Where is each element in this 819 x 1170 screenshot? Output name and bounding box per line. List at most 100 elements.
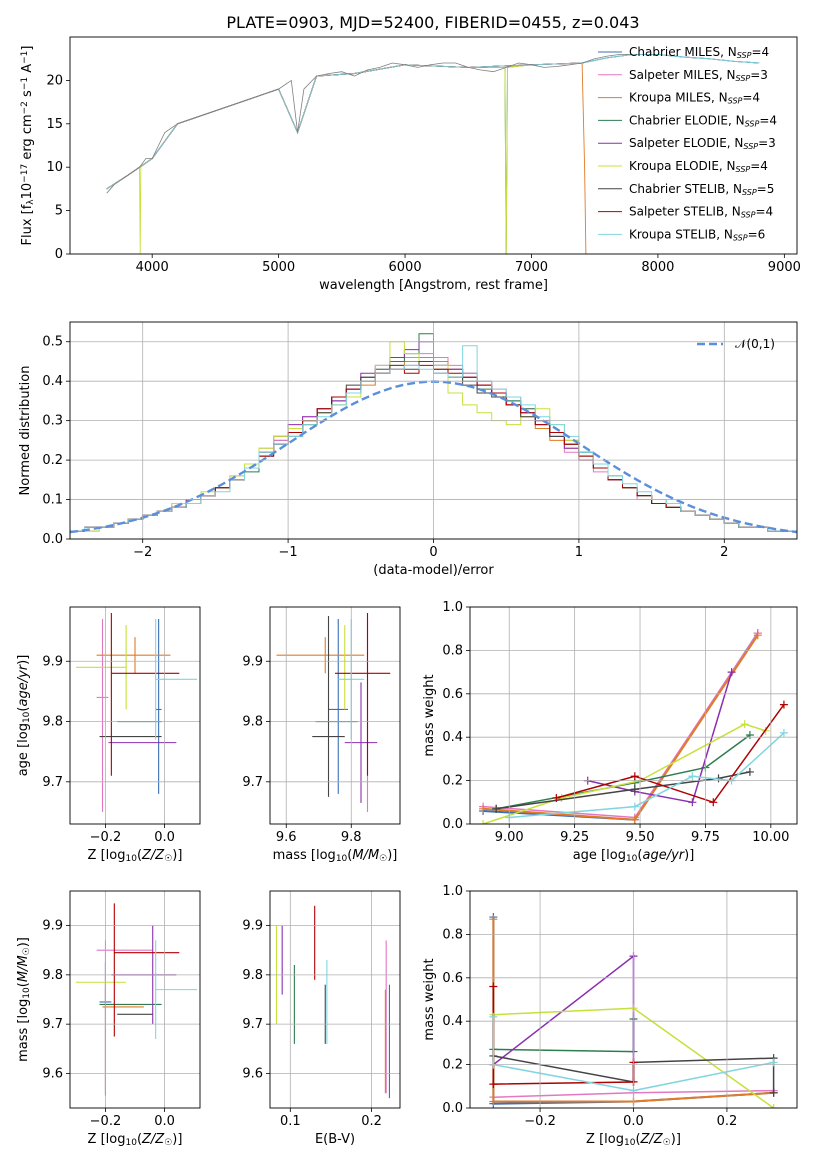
weight-point-marker bbox=[769, 1058, 778, 1067]
y-tick-label: 9.9 bbox=[42, 919, 63, 934]
y-tick-label: 0.2 bbox=[42, 453, 63, 468]
y-axis-label: mass weight bbox=[422, 958, 437, 1040]
legend-label: Kroupa MILES, NSSP=4 bbox=[629, 91, 760, 106]
axes-frame bbox=[69, 890, 201, 1109]
x-tick-label: 0.0 bbox=[154, 1114, 175, 1129]
axes-frame bbox=[469, 890, 798, 1109]
x-tick-label: 1 bbox=[575, 545, 583, 560]
legend-label: Salpeter ELODIE, NSSP=3 bbox=[629, 136, 776, 151]
panel-mass-vs-Z: −0.2 0.0 9.6 9.7 9.8 9.9 Z [log10(Z/Z☉)] mass [… bbox=[16, 890, 201, 1148]
y-axis-label: Normed distribution bbox=[18, 366, 33, 496]
y-axis-label: Flux [fλ10−17 erg cm−2 s−1 A−1] bbox=[20, 46, 36, 246]
weight-series-line bbox=[556, 704, 785, 804]
spectrum-series-line bbox=[106, 62, 583, 190]
legend-label: Chabrier STELIB, NSSP=5 bbox=[629, 182, 774, 197]
x-tick-label: 2 bbox=[720, 545, 728, 560]
y-tick-label: 0.0 bbox=[42, 532, 63, 547]
y-tick-label: 0.2 bbox=[442, 774, 463, 789]
plot-area bbox=[75, 903, 198, 1096]
axes-frame bbox=[269, 606, 401, 825]
x-tick-label: −0.2 bbox=[524, 1114, 556, 1129]
y-tick-label: 9.8 bbox=[242, 968, 263, 983]
x-axis-label: (data-model)/error bbox=[373, 563, 494, 578]
plot-area bbox=[479, 629, 788, 824]
weight-series-line bbox=[496, 734, 751, 810]
weight-point-marker bbox=[753, 631, 762, 640]
y-tick-label: 9.8 bbox=[242, 715, 263, 730]
x-tick-label: 0 bbox=[429, 545, 437, 560]
weight-point-marker bbox=[630, 772, 639, 781]
y-tick-label: 0.0 bbox=[442, 817, 463, 832]
spectrum-series-line bbox=[106, 64, 532, 254]
x-tick-label: 0.2 bbox=[361, 1114, 382, 1129]
axes-frame bbox=[269, 890, 401, 1109]
x-tick-label: 9.75 bbox=[691, 830, 720, 845]
y-tick-label: 0.0 bbox=[442, 1101, 463, 1116]
x-tick-label: 9000 bbox=[768, 260, 801, 275]
y-tick-label: 20 bbox=[46, 73, 63, 88]
weight-point-marker bbox=[745, 767, 754, 776]
figure-title: PLATE=0903, MJD=52400, FIBERID=0455, z=0… bbox=[226, 13, 639, 32]
weight-point-marker bbox=[489, 1080, 498, 1089]
y-tick-label: 9.7 bbox=[242, 775, 263, 790]
y-axis-label: age [log10(age/yr)] bbox=[16, 655, 32, 777]
legend-label: Kroupa STELIB, NSSP=6 bbox=[629, 227, 765, 242]
weight-point-marker bbox=[688, 798, 697, 807]
spectrum-series-line bbox=[106, 64, 532, 254]
x-tick-label: −0.2 bbox=[90, 830, 122, 845]
legend-label: Chabrier MILES, NSSP=4 bbox=[629, 45, 769, 60]
panel-spectrum: 4000 5000 6000 7000 8000 9000 0 5 10 15 20 Chabrier… bbox=[20, 36, 801, 293]
y-tick-label: 0.1 bbox=[42, 493, 63, 508]
y-tick-label: 9.9 bbox=[242, 919, 263, 934]
weight-series-line bbox=[492, 954, 635, 1082]
x-tick-label: 5000 bbox=[262, 260, 295, 275]
spectrum-series-line bbox=[106, 64, 507, 190]
plot-area bbox=[275, 905, 390, 1099]
x-axis-label: E(B-V) bbox=[315, 1132, 355, 1147]
weight-series-line bbox=[483, 632, 759, 819]
panel-weight-vs-Z: −0.2 0.0 0.2 0.0 0.2 0.4 0.6 0.8 1.0 Z [log10(Z/Z… bbox=[422, 884, 798, 1148]
x-axis-label: Z [log10(Z/Z☉)] bbox=[586, 1132, 681, 1148]
weight-point-marker bbox=[630, 815, 639, 824]
weight-point-marker bbox=[769, 1088, 778, 1097]
weight-point-marker bbox=[489, 982, 498, 991]
x-tick-label: 0.2 bbox=[717, 1114, 738, 1129]
plot-area bbox=[75, 613, 198, 812]
x-tick-label: −2 bbox=[133, 545, 152, 560]
weight-point-marker bbox=[489, 915, 498, 924]
spectrum-series-line bbox=[106, 53, 760, 190]
weight-point-marker bbox=[740, 720, 749, 729]
x-tick-label: 7000 bbox=[515, 260, 548, 275]
x-axis-label: wavelength [Angstrom, rest frame] bbox=[319, 278, 548, 293]
x-axis-label: Z [log10(Z/Z☉)] bbox=[88, 848, 183, 864]
y-tick-label: 0.4 bbox=[42, 374, 63, 389]
x-tick-label: 9.50 bbox=[626, 830, 655, 845]
x-tick-label: 4000 bbox=[136, 260, 169, 275]
y-tick-label: 0 bbox=[55, 247, 63, 262]
y-tick-label: 0.4 bbox=[442, 1014, 463, 1029]
y-tick-label: 15 bbox=[46, 117, 63, 132]
weight-point-marker bbox=[492, 804, 501, 813]
plot-area bbox=[106, 53, 760, 254]
y-tick-label: 5 bbox=[55, 204, 63, 219]
weight-point-marker bbox=[552, 793, 561, 802]
y-tick-label: 10 bbox=[46, 160, 63, 175]
y-tick-label: 0.6 bbox=[442, 687, 463, 702]
x-tick-label: 10.00 bbox=[752, 830, 789, 845]
panel-age-vs-Z: −0.2 0.0 9.7 9.8 9.9 Z [log10(Z/Z☉)] age [log1… bbox=[16, 606, 201, 864]
x-tick-label: 9.6 bbox=[276, 830, 297, 845]
observed-spectrum-line bbox=[106, 54, 633, 194]
y-tick-label: 0.2 bbox=[442, 1058, 463, 1073]
y-tick-label: 9.7 bbox=[242, 1017, 263, 1032]
y-axis-label: mass [log10(M/M☉)] bbox=[16, 937, 32, 1062]
y-tick-label: 9.8 bbox=[42, 715, 63, 730]
y-tick-label: 9.6 bbox=[242, 1066, 263, 1081]
axes-frame bbox=[469, 606, 798, 825]
x-tick-label: −1 bbox=[279, 545, 298, 560]
y-tick-label: 0.3 bbox=[42, 414, 63, 429]
weight-series-line bbox=[496, 771, 751, 810]
x-axis-label: age [log10(age/yr)] bbox=[573, 848, 695, 864]
x-tick-label: 0.0 bbox=[623, 1114, 644, 1129]
weight-point-marker bbox=[479, 820, 488, 824]
y-tick-label: 0.8 bbox=[442, 927, 463, 942]
